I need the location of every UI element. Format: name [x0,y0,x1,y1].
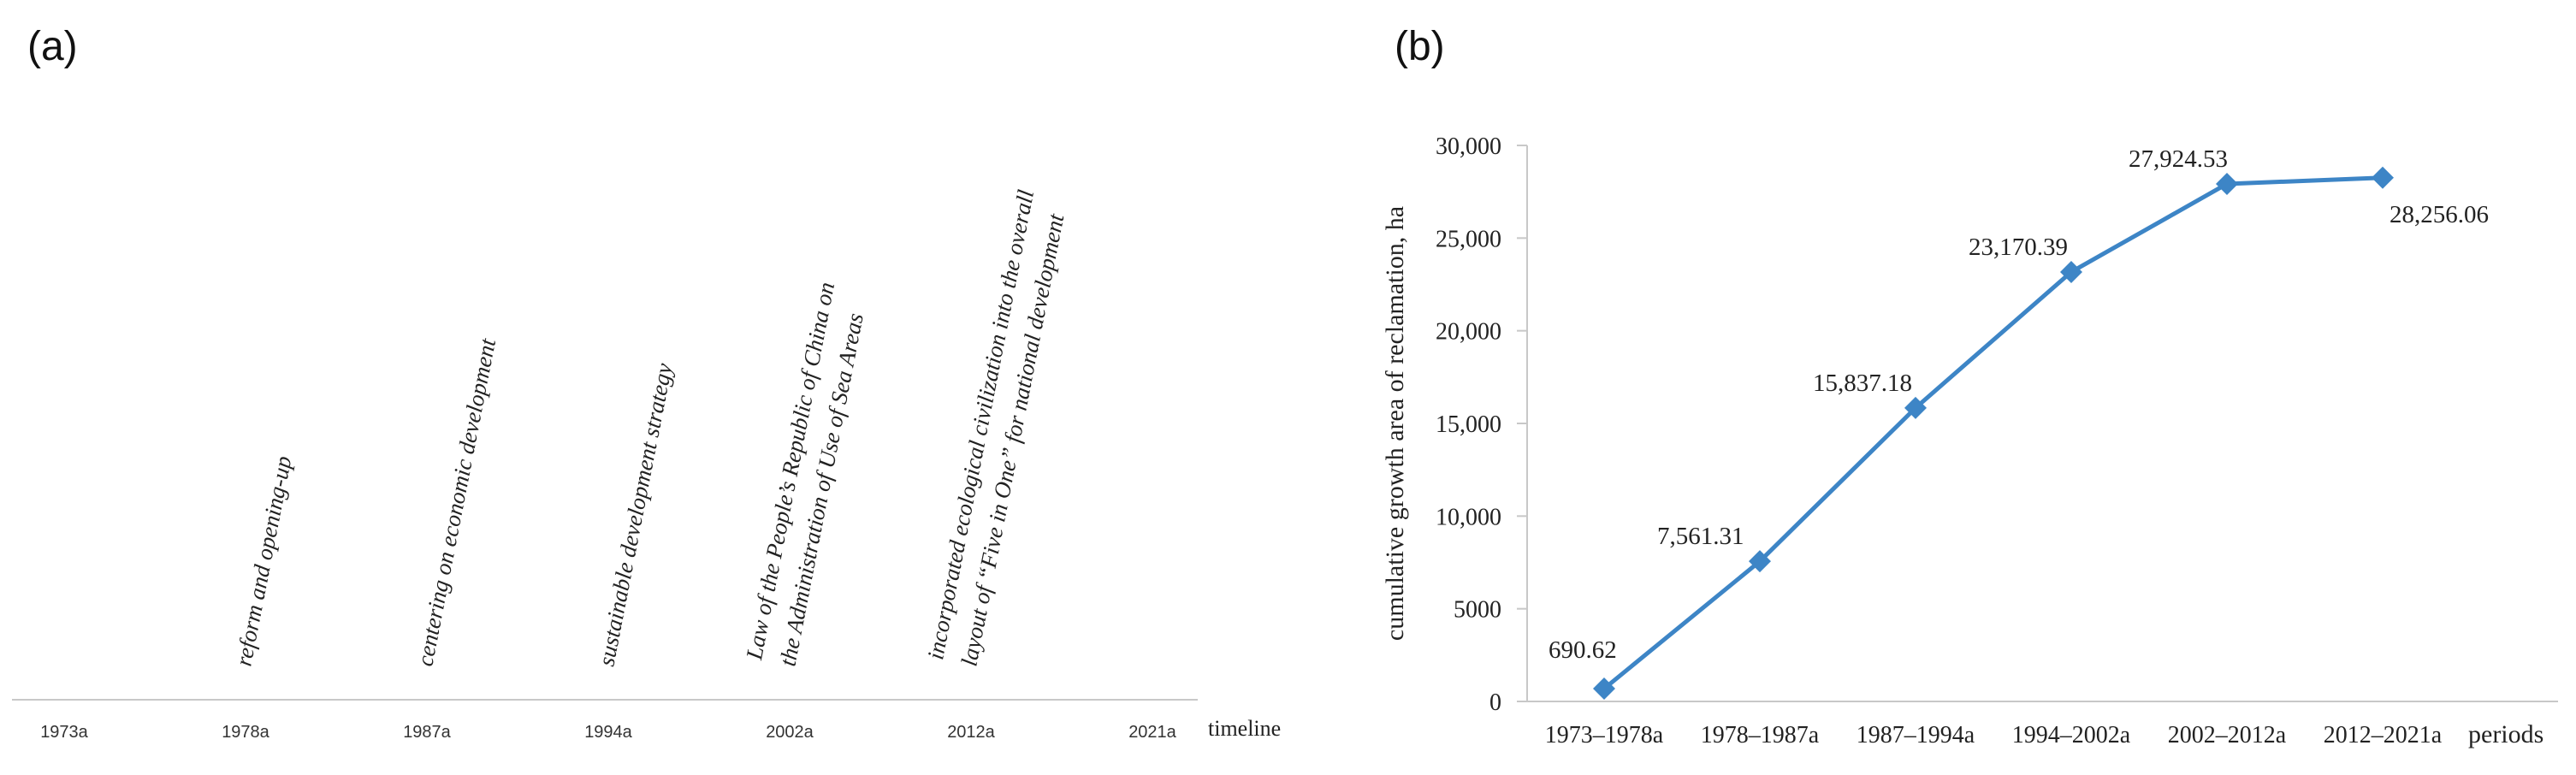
y-tick-label: 30,000 [1436,133,1501,160]
timeline-tick-label: 1987a [403,723,451,742]
timeline-event: sustainable development strategy [593,361,677,668]
series-reclamation: 690.62 7,561.31 15,837.18 23,170.39 27,924.5… [1549,145,2489,701]
timeline-events: reform and opening-up centering on econom… [230,187,1069,669]
timeline-event: Law of the People’s Republic of China on… [741,280,868,668]
timeline-ticks: 1973a 1978a 1987a 1994a 2002a 2012a 2021a [40,723,1176,742]
timeline-tick-label: 2002a [766,723,814,742]
timeline-event-label: sustainable development strategy [593,361,677,668]
timeline-event: centering on economic development [412,335,500,668]
data-point-marker [1593,677,1615,701]
timeline-tick-label: 1978a [222,723,269,742]
data-label: 7,561.31 [1657,523,1744,550]
timeline-event: incorporated ecological civilization int… [922,187,1069,668]
x-tick-label: 1973–1978a [1545,722,1664,748]
timeline-event-label: reform and opening-up [230,454,296,669]
timeline-tick-label: 2012a [947,723,995,742]
data-label: 27,924.53 [2129,145,2228,173]
data-label: 28,256.06 [2389,201,2489,228]
y-tick-label: 20,000 [1436,319,1501,346]
line-chart-panel: (b) 0500010,00015,00020,00025,00030,000 … [1381,24,2558,748]
y-axis-ticks: 0 5000 10,000 15,000 20,000 25,000 30,000 [1436,133,1527,716]
timeline-tick-label: 1994a [584,723,632,742]
y-tick-label: 0 [1489,689,1501,716]
timeline-tick-label: 1973a [40,723,88,742]
data-point-marker [2216,172,2238,195]
data-label: 23,170.39 [1969,234,2068,261]
timeline-tick-label: 2021a [1128,723,1176,742]
x-axis-label: periods [2468,720,2543,748]
y-tick-label: 5000 [1454,597,1501,624]
data-label: 690.62 [1549,636,1617,664]
y-tick-label: 25,000 [1436,226,1501,252]
data-label: 15,837.18 [1813,370,1912,397]
x-tick-label: 2012–2021a [2324,722,2443,748]
timeline-event-label: centering on economic development [412,335,500,668]
panel-a-label: (a) [27,24,78,69]
panel-b-label: (b) [1395,24,1445,69]
x-tick-label: 2002–2012a [2168,722,2287,748]
data-point-marker [2372,166,2394,189]
data-point-marker [1749,550,1771,573]
series-line [1602,175,2384,690]
y-tick-label: 10,000 [1436,504,1501,530]
data-point-marker [1904,396,1927,419]
timeline-panel: (a) 1973a 1978a 1987a 1994a 2002a 2012a 2021a … [12,24,1281,742]
x-tick-label: 1987–1994a [1856,722,1975,748]
x-tick-label: 1994–2002a [2012,722,2131,748]
timeline-event: reform and opening-up [230,454,296,669]
y-tick-label: 15,000 [1436,411,1501,438]
x-tick-label: 1978–1987a [1701,722,1820,748]
data-point-marker [2060,260,2082,283]
timeline-axis-label: timeline [1208,716,1281,741]
x-axis-ticks: 1973–1978a 1978–1987a 1987–1994a 1994–2002a… [1545,722,2443,748]
y-axis-label: cumulative growth area of reclamation, h… [1381,206,1409,641]
